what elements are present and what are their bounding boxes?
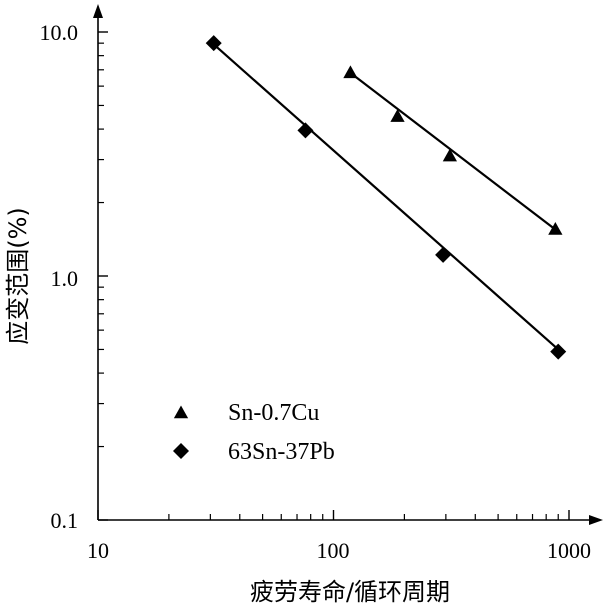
ticks [97, 31, 570, 521]
point-63sn-37pb-3 [550, 343, 567, 360]
point-sn-0-7cu-1 [390, 109, 405, 122]
point-sn-0-7cu-0 [343, 65, 358, 79]
y-tick-label-0-1: 0.1 [51, 508, 79, 533]
point-63sn-37pb-0 [205, 35, 222, 52]
data-markers [205, 35, 567, 360]
x-axis-arrow [589, 515, 603, 525]
legend-marker-sn-0-7cu [173, 405, 189, 419]
legend-label-63sn-37pb: 63Sn-37Pb [228, 439, 335, 465]
legend-label-sn-0-7cu: Sn-0.7Cu [228, 400, 319, 426]
x-tick-label-10: 10 [87, 538, 109, 563]
y-tick-label-1: 1.0 [51, 266, 79, 291]
x-axis-title: 疲劳寿命/循环周期 [250, 578, 450, 606]
point-63sn-37pb-1 [297, 122, 314, 139]
y-axis-arrow [93, 4, 103, 18]
fit-line-sn-0-7cu [349, 71, 557, 231]
fit-line-63sn-37pb [212, 43, 559, 351]
x-tick-label-1000: 1000 [547, 538, 591, 563]
point-sn-0-7cu-3 [548, 222, 563, 235]
x-tick-label-100: 100 [317, 538, 350, 563]
legend [173, 405, 189, 459]
fit-lines [212, 43, 559, 351]
point-63sn-37pb-2 [435, 246, 452, 263]
axes [93, 4, 603, 525]
point-sn-0-7cu-2 [442, 148, 457, 162]
y-axis-title: 应变范围(%) [4, 207, 32, 345]
y-tick-label-10: 10.0 [40, 20, 79, 45]
legend-marker-63sn-37pb [173, 443, 189, 459]
